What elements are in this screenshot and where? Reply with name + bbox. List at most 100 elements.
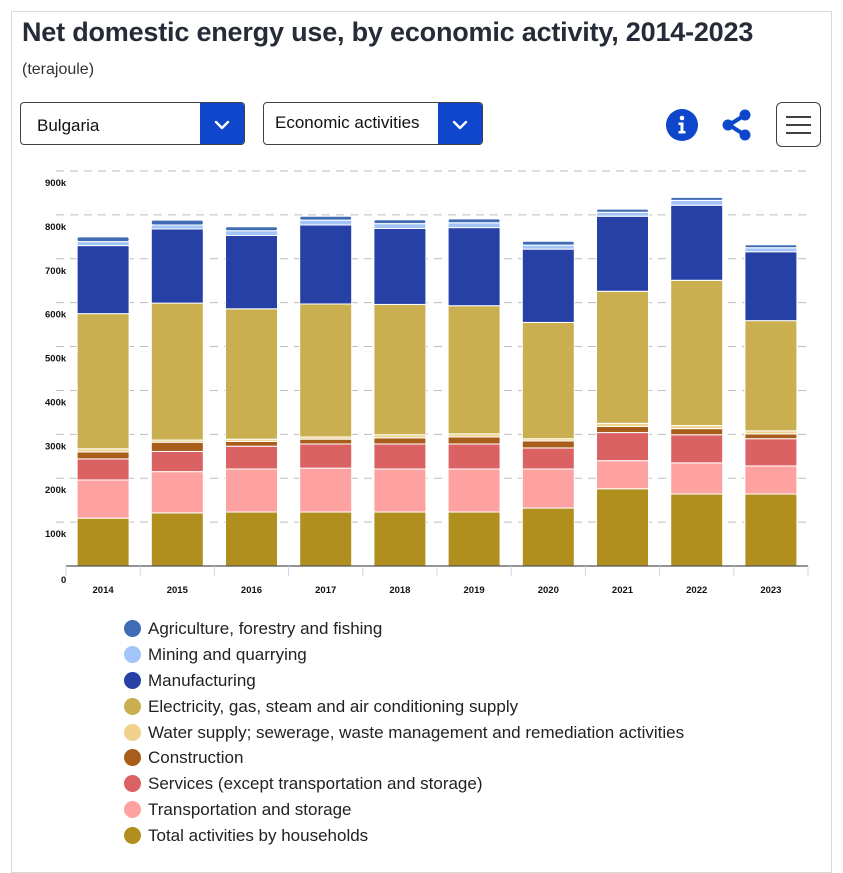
- bar-segment[interactable]: [447, 468, 501, 513]
- bar-segment[interactable]: [521, 248, 575, 323]
- bar-segment[interactable]: [373, 223, 427, 229]
- bar-segment[interactable]: [150, 302, 204, 441]
- bar-segment[interactable]: [373, 511, 427, 567]
- bar-segment[interactable]: [299, 303, 353, 438]
- country-select[interactable]: Bulgaria: [20, 102, 245, 145]
- hamburger-menu-icon: [786, 116, 811, 118]
- bar-segment[interactable]: [225, 235, 278, 310]
- bar-segment[interactable]: [373, 437, 427, 445]
- bar-segment[interactable]: [521, 321, 575, 440]
- bar-segment[interactable]: [225, 308, 278, 440]
- bar-segment[interactable]: [744, 251, 798, 322]
- legend-swatch-icon: [124, 671, 141, 689]
- bar-segment[interactable]: [670, 462, 724, 495]
- share-button[interactable]: [720, 108, 754, 142]
- bar-segment[interactable]: [150, 450, 204, 473]
- bar-segment[interactable]: [225, 445, 278, 470]
- bar-segment[interactable]: [447, 443, 501, 470]
- legend-label: Electricity, gas, steam and air conditio…: [148, 696, 519, 716]
- bar-segment[interactable]: [225, 440, 278, 447]
- chart-menu-button[interactable]: [776, 102, 821, 147]
- bar-segment[interactable]: [521, 240, 575, 246]
- bar-segment[interactable]: [299, 438, 353, 445]
- bar-segment[interactable]: [447, 227, 501, 307]
- bar-segment[interactable]: [744, 244, 798, 249]
- bar-segment[interactable]: [150, 228, 204, 304]
- bar-segment[interactable]: [596, 432, 649, 462]
- bar-stack-2019: [447, 218, 501, 567]
- bar-segment[interactable]: [373, 219, 427, 225]
- bar-segment[interactable]: [299, 224, 353, 305]
- bar-segment[interactable]: [744, 433, 798, 440]
- bar-segment[interactable]: [744, 320, 798, 432]
- bar-segment[interactable]: [521, 507, 575, 567]
- bar-segment[interactable]: [447, 436, 501, 445]
- bar-segment[interactable]: [447, 511, 501, 567]
- bar-segment[interactable]: [373, 468, 427, 513]
- y-axis-ticks: 0 100k 200k 300k 400k 500k 600k 700k 800k 900k: [45, 178, 67, 586]
- bar-segment[interactable]: [299, 467, 353, 513]
- bar-segment[interactable]: [225, 468, 278, 513]
- bar-segment[interactable]: [596, 290, 649, 424]
- bar-segment[interactable]: [596, 215, 649, 292]
- bar-segment[interactable]: [150, 224, 204, 230]
- bar-segment[interactable]: [150, 471, 204, 514]
- bar-segment[interactable]: [76, 245, 130, 315]
- bar-segment[interactable]: [596, 208, 649, 213]
- bar-segment[interactable]: [299, 219, 353, 226]
- bar-segment[interactable]: [150, 441, 204, 452]
- bar-segment[interactable]: [76, 517, 130, 567]
- bar-segment[interactable]: [225, 226, 278, 232]
- info-button[interactable]: [666, 109, 698, 141]
- bar-segment[interactable]: [299, 215, 353, 221]
- legend-swatch-icon: [124, 775, 141, 793]
- bar-segment[interactable]: [670, 199, 724, 206]
- bar-segment[interactable]: [744, 465, 798, 495]
- dimension-select-toggle[interactable]: [438, 103, 482, 144]
- bar-segment[interactable]: [373, 443, 427, 470]
- bar-segment[interactable]: [225, 230, 278, 237]
- bar-segment[interactable]: [76, 236, 130, 243]
- y-tick-label: 600k: [45, 310, 67, 321]
- bar-segment[interactable]: [447, 222, 501, 229]
- bar-segment[interactable]: [150, 219, 204, 226]
- bar-segment[interactable]: [150, 512, 204, 567]
- x-tick-label: 2017: [315, 585, 336, 596]
- bar-segment[interactable]: [670, 493, 724, 567]
- bar-segment[interactable]: [744, 438, 798, 467]
- bar-stack-2023: [744, 244, 798, 567]
- bar-segment[interactable]: [225, 511, 278, 567]
- bar-segment[interactable]: [596, 425, 649, 434]
- bar-segment[interactable]: [670, 279, 724, 427]
- bar-segment[interactable]: [373, 227, 427, 305]
- bar-segment[interactable]: [299, 443, 353, 469]
- bar-segment[interactable]: [521, 440, 575, 449]
- legend-swatch-icon: [124, 827, 141, 845]
- bar-segment[interactable]: [76, 458, 130, 481]
- bar-segment[interactable]: [76, 313, 130, 450]
- bar-segment[interactable]: [76, 479, 130, 519]
- bar-segment[interactable]: [670, 196, 724, 201]
- bar-segment[interactable]: [521, 468, 575, 509]
- bar-stack-2021: [596, 208, 649, 567]
- bar-segment[interactable]: [373, 303, 427, 436]
- bar-segment[interactable]: [596, 211, 649, 217]
- bar-segment[interactable]: [670, 204, 724, 281]
- bar-segment[interactable]: [299, 511, 353, 567]
- share-icon: [722, 109, 751, 141]
- bar-segment[interactable]: [596, 488, 649, 567]
- bar-segment[interactable]: [76, 241, 130, 247]
- bar-segment[interactable]: [744, 493, 798, 567]
- bar-segment[interactable]: [521, 244, 575, 250]
- bar-segment[interactable]: [76, 451, 130, 460]
- y-tick-label: 900k: [45, 178, 67, 189]
- bar-segment[interactable]: [596, 460, 649, 490]
- bar-segment[interactable]: [521, 447, 575, 470]
- dimension-select[interactable]: Economic activities: [263, 102, 483, 145]
- bar-segment[interactable]: [670, 434, 724, 464]
- bar-segment[interactable]: [670, 428, 724, 436]
- bar-segment[interactable]: [447, 218, 501, 224]
- bar-segment[interactable]: [447, 305, 501, 435]
- bar-segment[interactable]: [744, 247, 798, 253]
- country-select-toggle[interactable]: [200, 103, 244, 144]
